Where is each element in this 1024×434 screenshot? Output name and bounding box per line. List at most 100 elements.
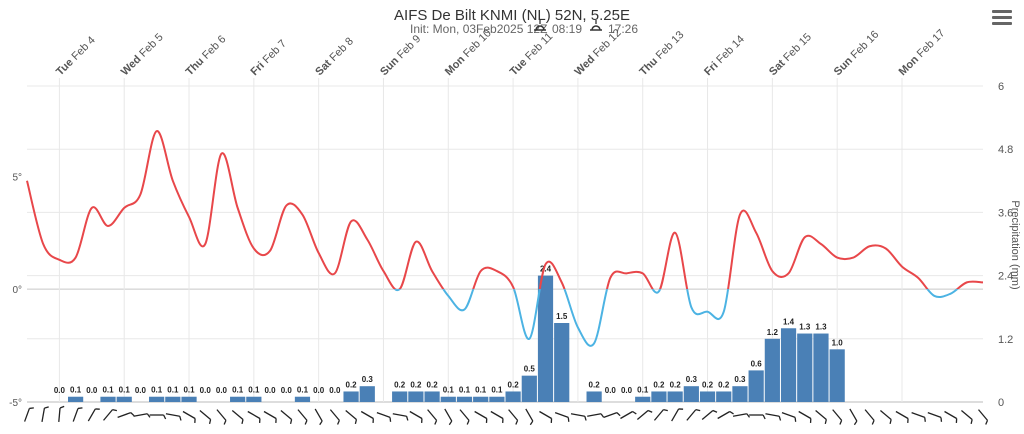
wind-barb-shaft	[525, 408, 534, 422]
wind-barb-icon	[216, 409, 227, 425]
y-right-tick-label: 1.2	[998, 334, 1013, 346]
precip-bar	[456, 396, 473, 402]
wind-barb-shaft	[620, 410, 633, 420]
precip-bar-label: 0.1	[102, 386, 114, 395]
precip-bar-label: 0.3	[686, 375, 698, 384]
wind-barb-feather	[515, 420, 519, 425]
wind-barb-feather	[809, 418, 812, 424]
day-label-text: Tue Feb 4	[54, 34, 98, 78]
precip-bar	[489, 396, 505, 402]
precip-bar-label: 0.3	[362, 375, 374, 384]
wind-barb-feather	[663, 409, 668, 412]
wind-barb-feather	[77, 407, 83, 410]
wind-barb-feather	[616, 412, 621, 417]
wind-barb-shaft	[832, 409, 843, 421]
wind-barb-shaft	[459, 409, 470, 421]
day-label-text: Fri Feb 7	[248, 38, 288, 78]
day-label: Sat Feb 15	[767, 31, 814, 78]
wind-barb-feather	[59, 405, 65, 409]
day-label-text: Tue Feb 11	[508, 31, 556, 79]
precip-bar-label: 0.1	[637, 386, 649, 395]
wind-barb-shaft	[87, 408, 96, 422]
precip-bar-label: 0.1	[297, 386, 309, 395]
wind-barb-shaft	[41, 407, 46, 423]
wind-barb-feather	[289, 419, 293, 425]
wind-barb-icon	[149, 414, 167, 420]
precip-bar-label: 1.2	[767, 328, 779, 337]
wind-barb-feather	[179, 416, 182, 421]
wind-barb-shaft	[216, 409, 227, 421]
wind-barb-shaft	[978, 409, 988, 421]
precip-bar	[359, 386, 375, 402]
chart-subtitle-init: Init: Mon, 03Feb2025 12Z	[410, 22, 547, 36]
wind-barb-shaft	[117, 411, 132, 419]
precip-bar-label: 0.0	[621, 386, 633, 395]
wind-barb-icon	[815, 410, 827, 425]
wind-barb-shaft	[490, 410, 504, 420]
wind-barb-shaft	[474, 410, 488, 420]
hamburger-menu-icon[interactable]	[992, 10, 1012, 26]
wind-barb-shaft	[732, 413, 747, 417]
wind-barb-shaft	[444, 408, 453, 422]
precip-bar-label: 0.1	[183, 386, 195, 395]
precip-bar	[699, 391, 716, 402]
day-label: Sun Feb 16	[832, 29, 882, 79]
wind-barb-icon	[508, 409, 519, 425]
wind-barb-shaft	[717, 410, 731, 420]
wind-barb-feather	[678, 408, 684, 410]
precip-bar-label: 0.1	[248, 386, 260, 395]
day-label-text: Wed Feb 5	[119, 31, 166, 78]
wind-barb-feather	[275, 418, 277, 424]
day-label-text: Sun Feb 16	[832, 29, 882, 79]
wind-barb-icon	[199, 410, 212, 425]
precip-bar	[651, 391, 667, 402]
wind-barb-feather	[485, 418, 488, 424]
precip-bar-label: 0.2	[670, 380, 682, 389]
wind-barb-feather	[336, 420, 340, 425]
wind-barb-feather	[955, 418, 958, 424]
grid-lines	[27, 85, 983, 403]
precip-bar	[68, 396, 84, 402]
precip-bar-label: 0.2	[410, 380, 422, 389]
day-label: Sat Feb 8	[313, 35, 356, 78]
sunrise-icon	[534, 20, 546, 31]
precip-bar	[732, 386, 748, 402]
wind-barb-shaft	[508, 409, 519, 421]
wind-barb-icon	[444, 408, 453, 426]
wind-barb-feather	[194, 418, 196, 424]
precip-bar-label: 0.1	[443, 386, 455, 395]
wind-barbs	[23, 405, 989, 426]
wind-barb-shaft	[587, 413, 602, 417]
wind-barb-feather	[29, 407, 34, 410]
wind-barb-feather	[778, 416, 782, 421]
wind-barb-icon	[570, 413, 587, 421]
wind-barb-shaft	[314, 408, 323, 422]
precip-bar	[748, 370, 764, 402]
precip-bar	[505, 391, 521, 402]
day-label: Fri Feb 14	[702, 33, 747, 78]
precip-bar-label: 0.0	[200, 386, 212, 395]
wind-barb-shaft	[765, 413, 780, 417]
wind-barb-icon	[133, 413, 151, 418]
precip-bar-label: 0.1	[459, 386, 471, 395]
y-right-tick-label: 4.8	[998, 144, 1013, 156]
precip-bar	[116, 396, 132, 402]
precip-bar-label: 0.0	[135, 386, 147, 395]
precip-bar-label: 0.0	[216, 386, 228, 395]
wind-barb-icon	[345, 410, 358, 425]
day-label-text: Mon Feb 17	[897, 27, 948, 78]
wind-barb-icon	[539, 410, 553, 424]
wind-barb-feather	[372, 418, 374, 424]
sunrise-time: 08:19	[552, 22, 582, 36]
precip-bar-label: 0.0	[264, 386, 276, 395]
wind-barb-icon	[41, 406, 49, 423]
precip-bar	[797, 333, 813, 402]
wind-barb-shaft	[781, 411, 796, 419]
y-right-tick-label: 0	[998, 397, 1004, 409]
wind-barb-feather	[889, 419, 892, 425]
wind-barb-icon	[944, 410, 958, 424]
wind-barb-feather	[985, 420, 989, 425]
precip-bar-label: 0.1	[70, 386, 82, 395]
wind-barb-icon	[360, 410, 374, 424]
